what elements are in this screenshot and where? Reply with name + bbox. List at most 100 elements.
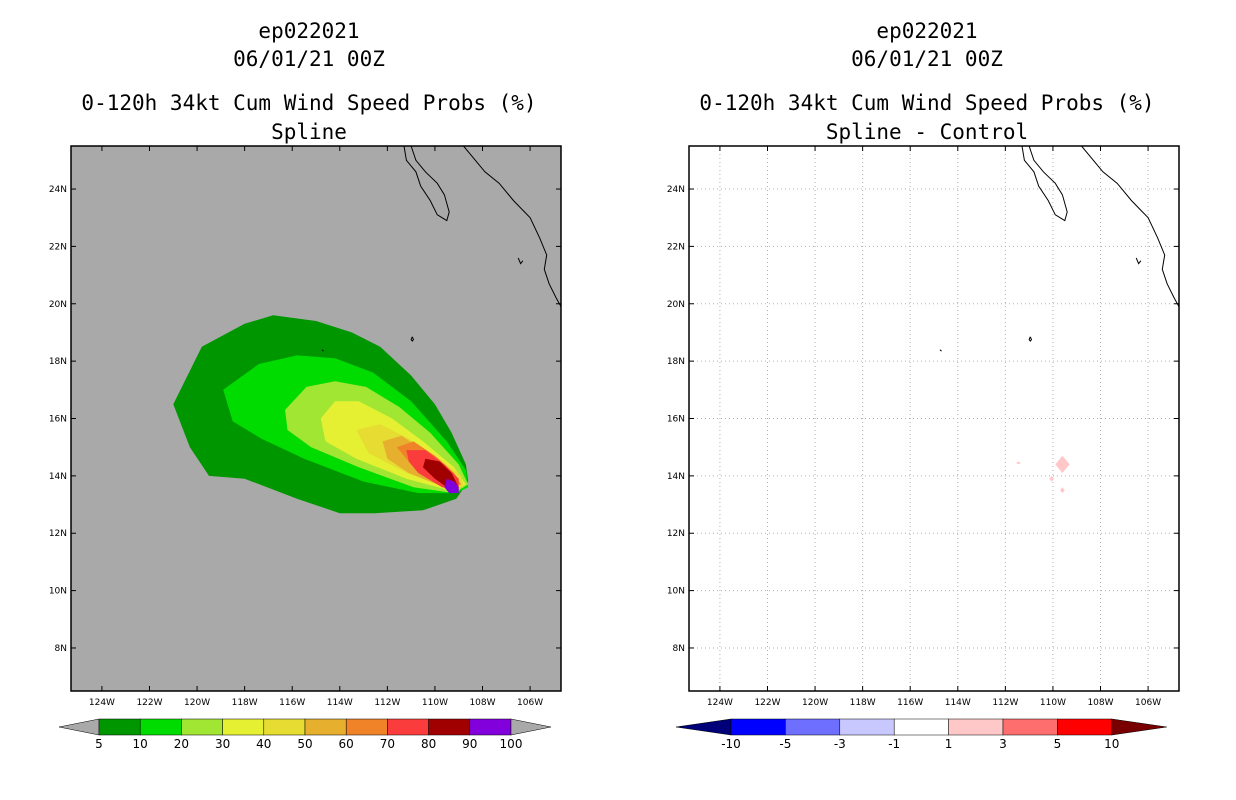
colorbar-arrow-high bbox=[510, 718, 552, 736]
x-tick-label: 106W bbox=[1135, 698, 1161, 708]
x-tick-label: 110W bbox=[1040, 698, 1066, 708]
colorbar-label: 3 bbox=[999, 737, 1007, 751]
colorbar-label: 20 bbox=[174, 737, 189, 751]
method-title: Spline - Control bbox=[825, 120, 1029, 144]
diff-region bbox=[1060, 487, 1065, 494]
colorbar-swatch bbox=[428, 718, 471, 736]
product-title: 0-120h 34kt Cum Wind Speed Probs (%) bbox=[699, 91, 1155, 115]
x-tick-label: 116W bbox=[279, 698, 305, 708]
x-tick-label: 114W bbox=[945, 698, 971, 708]
colorbar-swatch bbox=[1002, 718, 1058, 736]
coastline bbox=[321, 349, 324, 352]
colorbar-swatch bbox=[785, 718, 841, 736]
colorbar-label: 90 bbox=[462, 737, 477, 751]
map-content bbox=[689, 146, 1179, 691]
diff-region bbox=[1049, 475, 1055, 482]
coastline bbox=[1028, 336, 1033, 342]
y-tick-label: 8N bbox=[673, 644, 685, 654]
diff-region bbox=[1055, 455, 1070, 473]
coastline bbox=[1081, 146, 1179, 307]
x-tick-label: 110W bbox=[422, 698, 448, 708]
colorbar-label: 10 bbox=[1104, 737, 1119, 751]
colorbar-label: 50 bbox=[297, 737, 312, 751]
colorbar-swatch bbox=[304, 718, 347, 736]
colorbar-label: 100 bbox=[500, 737, 523, 751]
coastline bbox=[410, 336, 415, 342]
colorbar-swatch bbox=[730, 718, 786, 736]
x-tick-label: 116W bbox=[897, 698, 923, 708]
y-tick-label: 10N bbox=[667, 587, 685, 597]
colorbar-label: -10 bbox=[721, 737, 741, 751]
colorbar-label: 1 bbox=[945, 737, 953, 751]
colorbar-swatch bbox=[1057, 718, 1113, 736]
coastline bbox=[403, 146, 450, 222]
left-panel: ep022021 06/01/21 00Z 0-120h 34kt Cum Wi… bbox=[49, 19, 562, 751]
coastline bbox=[517, 257, 524, 265]
x-tick-label: 118W bbox=[850, 698, 876, 708]
y-tick-label: 18N bbox=[667, 357, 685, 367]
date-title: 06/01/21 00Z bbox=[233, 47, 385, 71]
colorbar-label: 60 bbox=[339, 737, 354, 751]
x-tick-label: 108W bbox=[469, 698, 495, 708]
storm-id-title: ep022021 bbox=[258, 19, 360, 43]
coastline bbox=[1135, 257, 1142, 265]
colorbar-label: 5 bbox=[1054, 737, 1062, 751]
colorbar-label: -5 bbox=[779, 737, 791, 751]
colorbar-arrow-low bbox=[675, 718, 732, 736]
x-tick-label: 122W bbox=[136, 698, 162, 708]
colorbar-arrow-high bbox=[1111, 718, 1167, 736]
probability-map: 124W 122W 120W 118W 116W 114W 112W 110W 108W 106W… bbox=[49, 145, 562, 751]
x-tick-label: 114W bbox=[327, 698, 353, 708]
colorbar-label: -1 bbox=[888, 737, 900, 751]
x-tick-label: 122W bbox=[754, 698, 780, 708]
x-tick-label: 124W bbox=[89, 698, 115, 708]
x-tick-label: 124W bbox=[707, 698, 733, 708]
colorbar-swatch bbox=[98, 718, 141, 736]
y-tick-label: 24N bbox=[49, 185, 67, 195]
date-title: 06/01/21 00Z bbox=[851, 47, 1003, 71]
coastline bbox=[463, 146, 561, 307]
difference-map: 124W 122W 120W 118W 116W 114W 112W 110W 108W 106W… bbox=[667, 145, 1180, 751]
diff-region bbox=[1016, 461, 1021, 465]
y-tick-label: 16N bbox=[49, 415, 67, 425]
coastline bbox=[1021, 146, 1068, 222]
colorbar-label: -3 bbox=[834, 737, 846, 751]
y-tick-label: 10N bbox=[49, 587, 67, 597]
colorbar-label: 70 bbox=[380, 737, 395, 751]
colorbar-label: 5 bbox=[95, 737, 103, 751]
colorbar-swatch bbox=[345, 718, 388, 736]
x-tick-label: 120W bbox=[802, 698, 828, 708]
colorbar-label: 80 bbox=[421, 737, 436, 751]
y-tick-label: 24N bbox=[667, 185, 685, 195]
y-tick-label: 8N bbox=[55, 644, 67, 654]
colorbar-swatch bbox=[469, 718, 512, 736]
y-tick-label: 12N bbox=[49, 529, 67, 539]
colorbar-swatch bbox=[181, 718, 223, 736]
colorbar-swatch bbox=[263, 718, 306, 736]
map-content bbox=[173, 146, 561, 514]
colorbar-arrow-low bbox=[58, 718, 100, 736]
y-tick-label: 16N bbox=[667, 415, 685, 425]
x-tick-label: 108W bbox=[1087, 698, 1113, 708]
coastline bbox=[939, 349, 942, 352]
colorbar-label: 40 bbox=[256, 737, 271, 751]
colorbar-label: 30 bbox=[215, 737, 230, 751]
x-tick-label: 118W bbox=[232, 698, 258, 708]
y-tick-label: 20N bbox=[49, 300, 67, 310]
prob-contour-90 bbox=[444, 478, 459, 494]
x-tick-label: 120W bbox=[184, 698, 210, 708]
y-tick-label: 22N bbox=[667, 242, 685, 252]
y-tick-label: 12N bbox=[667, 529, 685, 539]
right-panel: ep022021 06/01/21 00Z 0-120h 34kt Cum Wi… bbox=[618, 0, 1236, 800]
x-tick-label: 112W bbox=[992, 698, 1018, 708]
y-tick-label: 18N bbox=[49, 357, 67, 367]
colorbar-swatch bbox=[222, 718, 265, 736]
x-tick-label: 106W bbox=[517, 698, 543, 708]
colorbar-swatch bbox=[839, 718, 895, 736]
storm-id-title: ep022021 bbox=[876, 19, 978, 43]
y-tick-label: 22N bbox=[49, 242, 67, 252]
product-title: 0-120h 34kt Cum Wind Speed Probs (%) bbox=[81, 91, 537, 115]
colorbar-swatch bbox=[948, 718, 1004, 736]
y-tick-label: 20N bbox=[667, 300, 685, 310]
colorbar-swatch bbox=[139, 718, 182, 736]
